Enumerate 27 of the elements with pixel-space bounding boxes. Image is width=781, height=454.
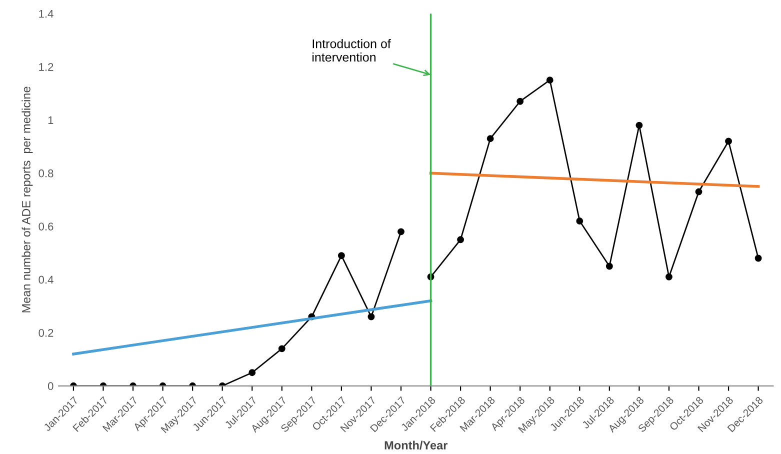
y-tick-label: 0.2 — [38, 328, 54, 337]
y-tick-label: 1.2 — [39, 63, 54, 71]
point — [725, 138, 732, 145]
point — [486, 135, 494, 142]
point — [754, 254, 762, 262]
point — [546, 76, 554, 84]
point — [457, 236, 464, 244]
y-axis-title: Mean number of ADE reports per medicine — [22, 86, 33, 312]
y-tick-label: 1 — [48, 116, 54, 124]
x-axis-title: Month/Year — [384, 440, 448, 450]
point — [666, 273, 672, 280]
point — [695, 188, 702, 196]
y-tick-label: 0 — [48, 382, 54, 390]
point — [606, 262, 613, 270]
y-tick-label: 0.6 — [38, 222, 54, 230]
y-tick-label: 0.8 — [38, 169, 54, 178]
point — [516, 98, 524, 105]
point — [636, 122, 643, 129]
point — [278, 345, 286, 352]
point — [368, 313, 375, 320]
point — [576, 218, 584, 225]
y-tick-label: 1.4 — [39, 10, 54, 18]
point — [338, 252, 345, 260]
annotation: Introduction of intervention — [312, 39, 391, 62]
point — [398, 228, 404, 236]
point — [248, 369, 256, 376]
y-tick-label: 0.4 — [38, 276, 54, 284]
